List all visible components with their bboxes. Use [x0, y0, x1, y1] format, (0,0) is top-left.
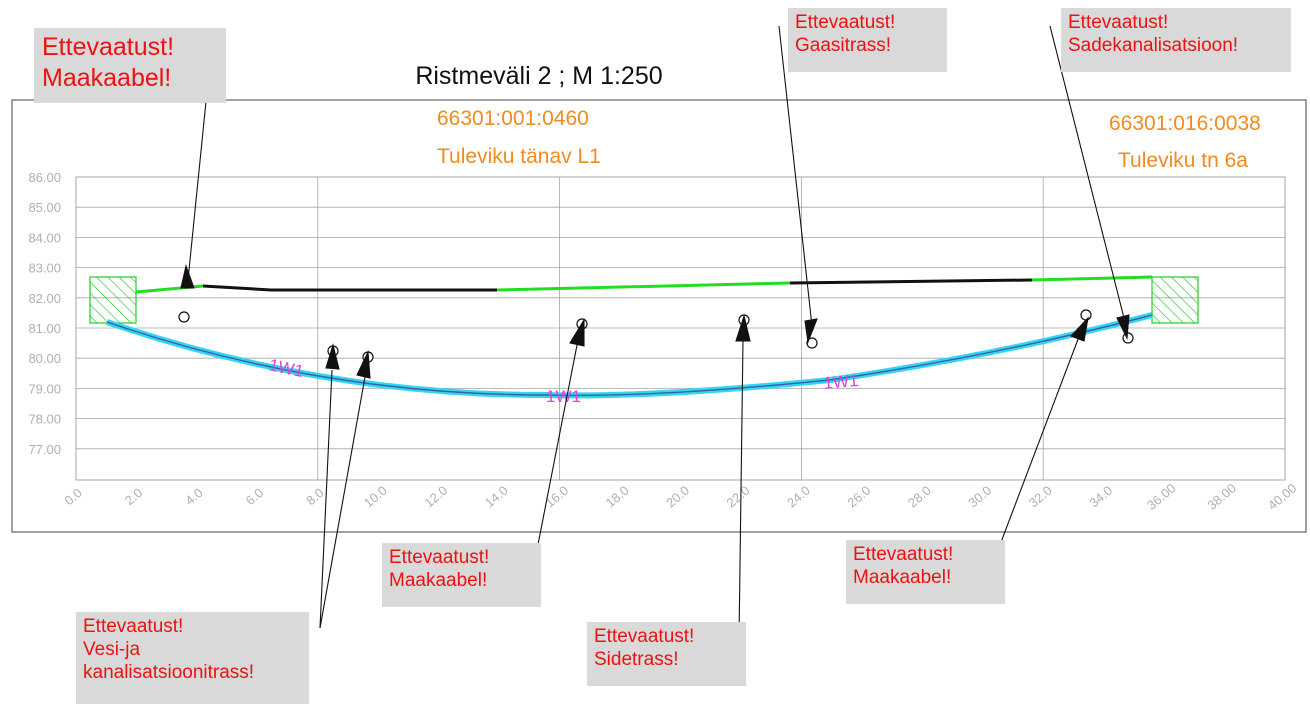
warning-line: Ettevaatust! — [1068, 12, 1169, 33]
x-tick-label: 2.0 — [122, 485, 145, 508]
y-tick-label: 78.00 — [28, 412, 61, 427]
x-tick-label: 28.0 — [905, 483, 934, 511]
warning-line: Ettevaatust! — [853, 544, 954, 565]
y-tick-label: 77.00 — [28, 442, 61, 457]
warning-sidetrass: Ettevaatust! Sidetrass! — [587, 622, 746, 686]
warning-maakaabel-mid: Ettevaatust! Maakaabel! — [382, 543, 541, 607]
warning-maakaabel-top: Ettevaatust! Maakaabel! — [34, 28, 226, 103]
x-tick-label: 30.0 — [965, 483, 994, 511]
warning-line: Sidetrass! — [594, 649, 679, 671]
manhole-right — [1151, 276, 1199, 324]
x-axis-ticks: 0.0 2.0 4.0 6.0 8.0 10.0 12.0 14.0 16.0 18.0 20.0 2… — [61, 480, 1299, 512]
pipe-outer — [106, 312, 1153, 399]
y-tick-label: 86.00 — [28, 170, 61, 185]
warning-line: Maakaabel! — [42, 63, 172, 92]
warning-vesi-kanalisatsioon: Ettevaatust! Vesi-ja kanalisatsioonitras… — [76, 612, 309, 704]
parcel-right-id: 66301:016:0038 — [1109, 112, 1261, 135]
x-tick-label: 36.00 — [1144, 480, 1179, 512]
crossing-cable-3 — [1080, 309, 1092, 321]
crossing-gas — [806, 337, 818, 349]
y-tick-label: 79.00 — [28, 381, 61, 396]
pipe-label-2: 1W1 — [546, 387, 581, 406]
ground-new-mid — [496, 281, 791, 292]
y-tick-label: 84.00 — [28, 230, 61, 245]
x-tick-label: 24.0 — [784, 483, 813, 511]
x-tick-label: 34.0 — [1086, 483, 1115, 511]
x-tick-label: 38.00 — [1204, 480, 1239, 512]
crossing-cable-1 — [178, 311, 190, 323]
y-tick-label: 82.00 — [28, 291, 61, 306]
warning-maakaabel-right: Ettevaatust! Maakaabel! — [846, 540, 1005, 604]
pipe-inner — [106, 314, 1153, 397]
x-tick-label: 26.0 — [844, 483, 873, 511]
x-tick-label: 12.0 — [421, 483, 450, 511]
x-tick-label: 40.00 — [1265, 480, 1300, 512]
warning-line: Vesi-ja — [83, 639, 141, 661]
parcel-left-street: Tuleviku tänav L1 — [437, 145, 601, 168]
warning-line: Ettevaatust! — [42, 33, 175, 61]
y-tick-label: 83.00 — [28, 261, 61, 276]
drawing-frame — [11, 99, 1307, 533]
pipe-label-1: 1W1 — [267, 355, 305, 381]
warning-sadekanalisatsioon: Ettevaatust! Sadekanalisatsioon! — [1061, 8, 1291, 72]
x-tick-label: 10.0 — [361, 483, 390, 511]
warning-line: kanalisatsioonitrass! — [83, 662, 255, 684]
y-tick-label: 80.00 — [28, 351, 61, 366]
x-tick-label: 14.0 — [482, 483, 511, 511]
warning-gaasitrass: Ettevaatust! Gaasitrass! — [788, 8, 947, 72]
warning-line: Ettevaatust! — [594, 626, 695, 647]
warning-line: Ettevaatust! — [389, 547, 490, 568]
warning-line: Maakaabel! — [389, 570, 488, 592]
x-tick-label: 18.0 — [603, 483, 632, 511]
x-tick-label: 4.0 — [182, 485, 205, 508]
x-tick-label: 22.0 — [724, 483, 753, 511]
leader-lines — [180, 25, 1130, 641]
x-tick-label: 20.0 — [663, 483, 692, 511]
x-tick-label: 16.0 — [542, 483, 571, 511]
y-tick-label: 85.00 — [28, 200, 61, 215]
crossing-storm — [1122, 332, 1134, 344]
warning-line: Ettevaatust! — [795, 12, 896, 33]
warning-line: Gaasitrass! — [795, 35, 892, 57]
parcel-left-id: 66301:001:0460 — [437, 107, 589, 130]
warning-line: Maakaabel! — [853, 567, 952, 589]
ground-existing-2 — [789, 278, 1033, 285]
x-tick-label: 6.0 — [243, 485, 266, 508]
ground-existing-1 — [202, 284, 497, 292]
warning-line: Sadekanalisatsioon! — [1068, 35, 1239, 57]
y-tick-label: 81.00 — [28, 321, 61, 336]
ground-new-right — [1031, 275, 1153, 282]
x-tick-label: 8.0 — [303, 485, 326, 508]
profile-title: Ristmeväli 2 ; M 1:250 — [415, 62, 662, 90]
parcel-right-street: Tuleviku tn 6a — [1118, 149, 1248, 172]
manhole-left — [89, 276, 137, 324]
pipe-label-3: 1W1 — [823, 371, 859, 393]
y-axis-ticks: 86.00 85.00 84.00 83.00 82.00 81.00 80.00 79.00… — [28, 170, 61, 457]
x-tick-label: 32.0 — [1026, 483, 1055, 511]
warning-line: Ettevaatust! — [83, 616, 184, 637]
x-tick-label: 0.0 — [61, 485, 84, 508]
